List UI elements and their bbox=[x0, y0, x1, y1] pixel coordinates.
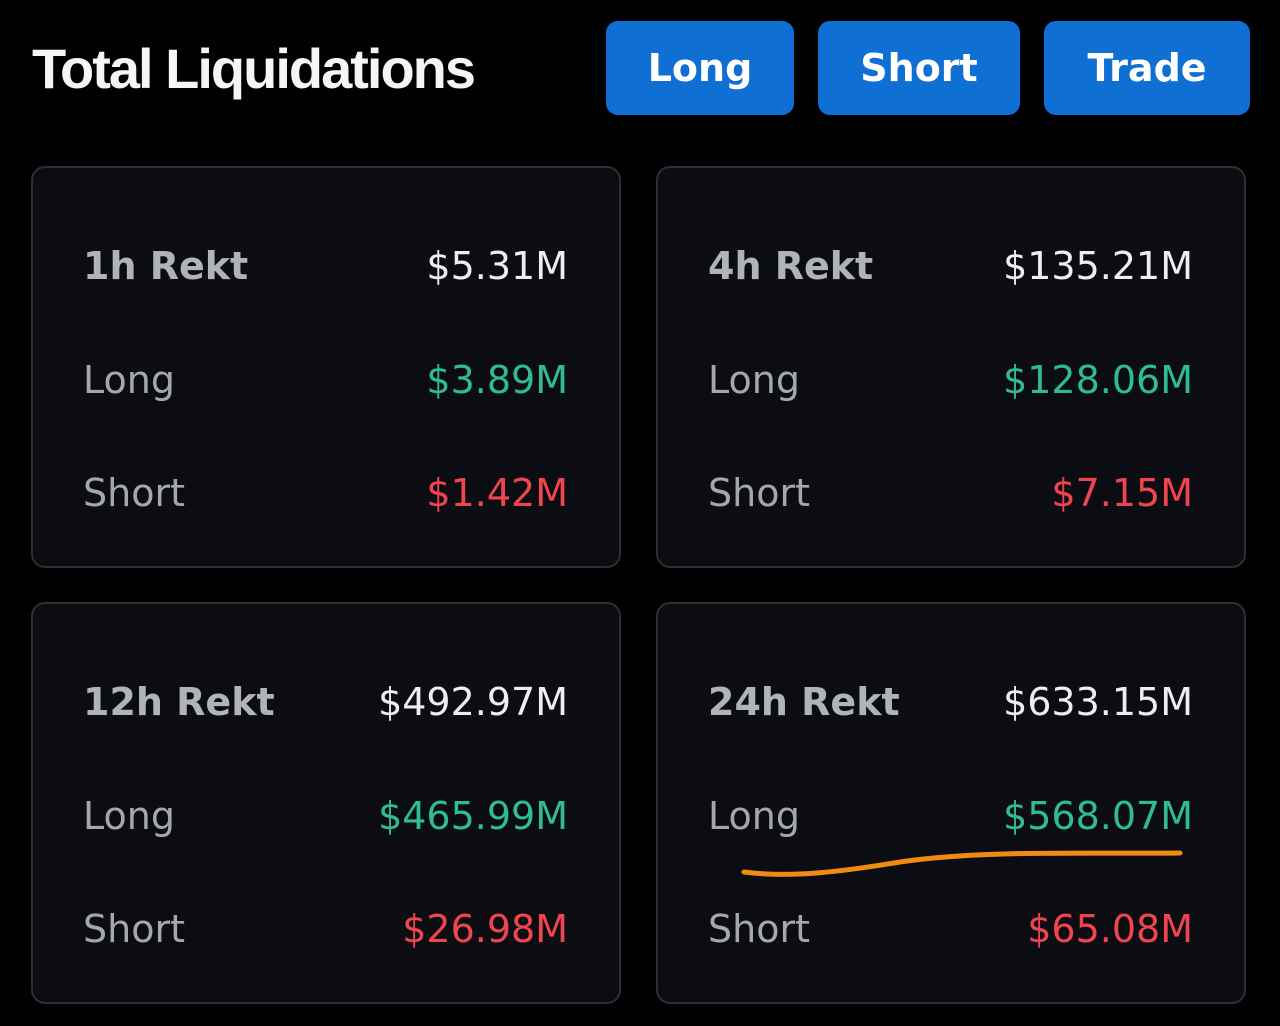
long-row: Long $568.07M bbox=[708, 788, 1193, 844]
rekt-label: 12h Rekt bbox=[83, 680, 275, 724]
short-row: Short $1.42M bbox=[83, 465, 568, 521]
long-value: $128.06M bbox=[1003, 358, 1193, 402]
short-value: $7.15M bbox=[1051, 471, 1193, 515]
short-value: $1.42M bbox=[426, 471, 568, 515]
rekt-label: 4h Rekt bbox=[708, 244, 874, 288]
rekt-row: 24h Rekt $633.15M bbox=[708, 674, 1193, 730]
short-row: Short $65.08M bbox=[708, 901, 1193, 957]
short-label: Short bbox=[83, 471, 185, 515]
short-row: Short $7.15M bbox=[708, 465, 1193, 521]
trade-button[interactable]: Trade bbox=[1044, 21, 1250, 115]
liquidation-card-24h: 24h Rekt $633.15M Long $568.07M Short $6… bbox=[656, 602, 1246, 1004]
long-label: Long bbox=[83, 358, 175, 402]
rekt-label: 1h Rekt bbox=[83, 244, 249, 288]
rekt-row: 4h Rekt $135.21M bbox=[708, 238, 1193, 294]
short-button[interactable]: Short bbox=[818, 21, 1020, 115]
rekt-row: 1h Rekt $5.31M bbox=[83, 238, 568, 294]
short-row: Short $26.98M bbox=[83, 901, 568, 957]
long-label: Long bbox=[708, 794, 800, 838]
long-value: $568.07M bbox=[1003, 794, 1193, 838]
short-label: Short bbox=[708, 471, 810, 515]
liquidation-card-1h: 1h Rekt $5.31M Long $3.89M Short $1.42M bbox=[31, 166, 621, 568]
long-row: Long $465.99M bbox=[83, 788, 568, 844]
rekt-row: 12h Rekt $492.97M bbox=[83, 674, 568, 730]
rekt-value: $135.21M bbox=[1003, 244, 1193, 288]
long-value: $3.89M bbox=[426, 358, 568, 402]
long-label: Long bbox=[708, 358, 800, 402]
liquidation-card-4h: 4h Rekt $135.21M Long $128.06M Short $7.… bbox=[656, 166, 1246, 568]
rekt-value: $5.31M bbox=[426, 244, 568, 288]
long-row: Long $128.06M bbox=[708, 352, 1193, 408]
long-button[interactable]: Long bbox=[606, 21, 794, 115]
long-label: Long bbox=[83, 794, 175, 838]
short-label: Short bbox=[708, 907, 810, 951]
rekt-value: $633.15M bbox=[1003, 680, 1193, 724]
long-value: $465.99M bbox=[378, 794, 568, 838]
rekt-value: $492.97M bbox=[378, 680, 568, 724]
liquidation-card-12h: 12h Rekt $492.97M Long $465.99M Short $2… bbox=[31, 602, 621, 1004]
rekt-label: 24h Rekt bbox=[708, 680, 900, 724]
short-value: $65.08M bbox=[1027, 907, 1193, 951]
short-value: $26.98M bbox=[402, 907, 568, 951]
long-row: Long $3.89M bbox=[83, 352, 568, 408]
short-label: Short bbox=[83, 907, 185, 951]
page-title: Total Liquidations bbox=[32, 37, 476, 100]
